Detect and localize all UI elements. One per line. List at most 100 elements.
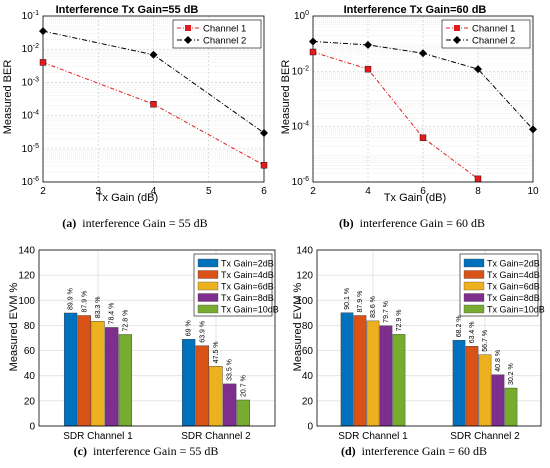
legend-swatch [197, 304, 219, 314]
legend-marker [184, 36, 192, 44]
data-label: 72.9 % [396, 310, 403, 332]
bar [223, 383, 237, 427]
y-axis-label: Measured EVM % [292, 282, 304, 371]
bar [181, 339, 196, 427]
y-tick-label: 120 [18, 271, 35, 282]
y-axis-label: Measured BER [280, 60, 292, 135]
data-label: 20.7 % [240, 375, 247, 397]
legend-label: Tx Gain=4dB [221, 270, 274, 280]
caption-tag: (a) [62, 216, 76, 230]
plot-area [316, 249, 542, 427]
y-tick-label: 80 [24, 321, 36, 332]
y-tick-label: 10-5 [22, 143, 39, 155]
data-point [149, 50, 158, 59]
y-tick-label: 60 [24, 346, 36, 357]
data-label: 63.4 % [469, 322, 476, 344]
y-tick-label: 40 [24, 371, 36, 382]
y-tick-label: 10-1 [22, 10, 39, 22]
chart-title: Interference Tx Gain=60 dB [344, 4, 487, 16]
x-tick-label: SDR Channel 2 [181, 431, 251, 442]
y-tick-label: 10-4 [22, 110, 39, 122]
legend-marker [185, 25, 191, 31]
x-tick-label: 10 [527, 186, 539, 197]
bar [392, 334, 406, 427]
data-point [39, 27, 47, 36]
data-label: 83.6 % [370, 296, 377, 318]
x-tick-label: 2 [310, 186, 316, 197]
x-tick-label: 4 [151, 186, 157, 197]
plot-area [42, 15, 265, 183]
caption: (a) interference Gain = 55 dB [62, 216, 207, 230]
legend-label: Tx Gain=8dB [221, 293, 274, 303]
y-tick-label: 100 [296, 296, 313, 307]
evm-chart-60db: Measured EVM % (d) interference Gain = 60… [292, 246, 545, 459]
legend-label: Tx Gain=6dB [487, 282, 540, 292]
legend-label: Tx Gain=8dB [487, 293, 540, 303]
caption-tag: (c) [74, 444, 87, 458]
data-point [474, 65, 482, 74]
caption: (c) interference Gain = 55 dB [74, 444, 219, 458]
y-tick-label: 120 [296, 271, 313, 282]
series-line-1 [312, 51, 479, 180]
data-point [419, 134, 427, 141]
legend-swatch [463, 258, 485, 268]
data-point [309, 48, 317, 56]
y-tick-label: 100 [18, 296, 35, 307]
caption: (d) interference Gain = 60 dB [341, 444, 487, 458]
data-label: 63.9 % [199, 321, 206, 343]
bar [195, 345, 209, 427]
y-tick-label: 80 [302, 321, 314, 332]
y-axis-label: Measured EVM % [8, 282, 20, 371]
legend-swatch [197, 270, 219, 279]
caption-text: interference Gain = 60 dB [362, 444, 487, 458]
legend-swatch [463, 270, 485, 279]
x-tick-label: 4 [365, 186, 371, 197]
data-label: 83.3 % [95, 296, 102, 318]
y-tick-label: 140 [18, 246, 35, 257]
data-label: 79.7 % [383, 301, 390, 323]
data-label: 40.8 % [495, 350, 502, 372]
data-point [419, 49, 427, 58]
legend-label: Tx Gain=10dB [221, 305, 279, 315]
data-point [260, 128, 268, 137]
legend-label: Tx Gain=4dB [487, 270, 540, 280]
bar [504, 387, 518, 427]
x-tick-label: 5 [206, 186, 212, 197]
ber-chart-55db: Interference Tx Gain=55 dB Measured BER … [2, 4, 268, 230]
legend-label: Channel 2 [472, 36, 515, 47]
caption: (b) interference Gain = 60 dB [339, 216, 485, 230]
legend-swatch [197, 281, 219, 291]
legend-marker [454, 25, 460, 31]
y-tick-label: 40 [302, 371, 314, 382]
y-tick-label: 10-6 [22, 176, 39, 188]
bar [491, 374, 505, 427]
legend-label: Tx Gain=10dB [487, 305, 545, 315]
data-label: 78.4 % [109, 303, 116, 325]
legend-swatch [197, 293, 219, 302]
bar [478, 354, 492, 427]
x-tick-label: 8 [475, 186, 481, 197]
bar [353, 315, 367, 427]
y-tick-label: 10-4 [292, 121, 309, 133]
bar [63, 312, 78, 427]
plot-area [312, 15, 534, 183]
x-tick-label: SDR Channel 1 [338, 431, 408, 442]
y-axis-label: Measured BER [2, 60, 14, 135]
caption-tag: (d) [341, 444, 356, 458]
legend-swatch [197, 258, 219, 268]
bar [465, 346, 479, 427]
caption-text: interference Gain = 55 dB [93, 444, 218, 458]
x-axis-label: Tx Gain (dB) [96, 192, 158, 204]
bar [105, 327, 119, 427]
y-tick-label: 60 [302, 346, 314, 357]
caption-tag: (b) [339, 216, 354, 230]
bar [91, 321, 105, 427]
y-tick-label: 0 [29, 422, 35, 433]
bar [366, 320, 380, 427]
legend-label: Tx Gain=2dB [221, 259, 274, 269]
x-axis-label: Tx Gain (dB) [384, 192, 446, 204]
y-tick-label: 100 [294, 10, 309, 22]
y-tick-label: 140 [296, 246, 313, 257]
bar [118, 334, 133, 427]
